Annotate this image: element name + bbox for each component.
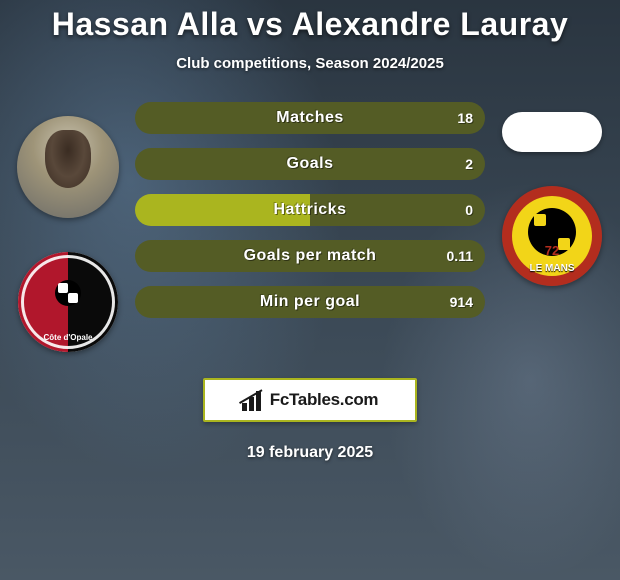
stat-bar-row: Goals per match 0.11: [135, 240, 485, 272]
stat-bar-row: Min per goal 914: [135, 286, 485, 318]
left-club-text: Côte d'Opale: [18, 333, 118, 342]
footer-date: 19 february 2025: [0, 444, 620, 462]
right-club-number: 72: [502, 243, 602, 258]
left-player-column: Côte d'Opale: [13, 102, 123, 352]
bar-label-text: Hattricks: [274, 201, 347, 218]
right-player-avatar-placeholder: [502, 112, 602, 152]
bar-label: Min per goal: [135, 293, 485, 311]
date-text: 19 february 2025: [247, 444, 373, 461]
bar-value-right: 914: [450, 294, 473, 310]
right-player-column: 72 LE MANS: [497, 102, 607, 286]
content-root: Hassan Alla vs Alexandre Lauray Club com…: [0, 0, 620, 580]
bar-label: Goals per match: [135, 247, 485, 265]
brand-text: FcTables.com: [270, 390, 379, 410]
stat-bars: Matches 18 Goals 2 Hattricks 0 Goals per match…: [135, 102, 485, 318]
chart-icon: [242, 389, 264, 411]
bar-label: Matches: [135, 109, 485, 127]
bar-value-right: 0.11: [447, 248, 473, 264]
bar-label: Goals: [135, 155, 485, 173]
page-subtitle: Club competitions, Season 2024/2025: [0, 55, 620, 72]
page-title: Hassan Alla vs Alexandre Lauray: [0, 6, 620, 43]
right-club-badge: 72 LE MANS: [502, 186, 602, 286]
bar-value-right: 2: [465, 156, 473, 172]
left-player-avatar: [17, 116, 119, 218]
subtitle-text: Club competitions, Season 2024/2025: [176, 55, 444, 72]
title-text: Hassan Alla vs Alexandre Lauray: [52, 6, 568, 42]
bar-value-right: 0: [465, 202, 473, 218]
bar-label: Hattricks: [135, 201, 485, 219]
comparison-row: Côte d'Opale Matches 18 Goals 2 Hattricks 0 Go…: [0, 102, 620, 352]
left-club-badge: Côte d'Opale: [18, 252, 118, 352]
right-club-name: LE MANS: [502, 263, 602, 274]
stat-bar-row: Matches 18: [135, 102, 485, 134]
bar-label-text: Matches: [276, 109, 344, 126]
bar-label-text: Goals: [287, 155, 334, 172]
stat-bar-row: Hattricks 0: [135, 194, 485, 226]
brand-badge[interactable]: FcTables.com: [203, 378, 417, 422]
bar-label-text: Goals per match: [244, 247, 377, 264]
bar-label-text: Min per goal: [260, 293, 360, 310]
bar-value-right: 18: [457, 110, 473, 126]
stat-bar-row: Goals 2: [135, 148, 485, 180]
